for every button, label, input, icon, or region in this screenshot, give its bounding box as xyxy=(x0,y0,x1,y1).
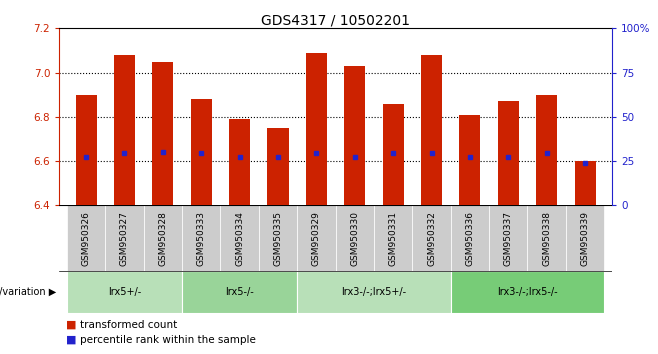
Bar xyxy=(259,205,297,271)
Bar xyxy=(421,55,442,205)
Bar xyxy=(374,205,413,271)
Bar xyxy=(497,101,519,205)
Bar xyxy=(451,271,604,313)
Text: transformed count: transformed count xyxy=(80,320,178,330)
Text: GSM950333: GSM950333 xyxy=(197,211,206,266)
Text: lrx3-/-;lrx5+/-: lrx3-/-;lrx5+/- xyxy=(342,287,407,297)
Bar xyxy=(182,205,220,271)
Bar xyxy=(229,119,250,205)
Text: GSM950338: GSM950338 xyxy=(542,211,551,266)
Bar xyxy=(336,205,374,271)
Bar xyxy=(536,95,557,205)
Bar xyxy=(67,205,105,271)
Text: GSM950337: GSM950337 xyxy=(504,211,513,266)
Text: genotype/variation ▶: genotype/variation ▶ xyxy=(0,287,56,297)
Bar xyxy=(413,205,451,271)
Text: GSM950330: GSM950330 xyxy=(350,211,359,266)
Bar xyxy=(459,115,480,205)
Text: lrx5+/-: lrx5+/- xyxy=(108,287,141,297)
Text: percentile rank within the sample: percentile rank within the sample xyxy=(80,335,256,345)
Bar xyxy=(67,271,182,313)
Bar xyxy=(566,205,604,271)
Text: lrx3-/-;lrx5-/-: lrx3-/-;lrx5-/- xyxy=(497,287,558,297)
Bar xyxy=(306,53,327,205)
Bar xyxy=(297,205,336,271)
Text: lrx5-/-: lrx5-/- xyxy=(225,287,254,297)
Bar xyxy=(451,205,489,271)
Bar xyxy=(152,62,174,205)
Text: GSM950339: GSM950339 xyxy=(580,211,590,266)
Text: GSM950327: GSM950327 xyxy=(120,211,129,266)
Bar xyxy=(382,103,404,205)
Bar xyxy=(182,271,297,313)
Bar xyxy=(267,128,289,205)
Bar xyxy=(191,99,212,205)
Bar xyxy=(297,271,451,313)
Bar xyxy=(220,205,259,271)
Bar xyxy=(574,161,595,205)
Text: GSM950328: GSM950328 xyxy=(159,211,167,266)
Bar xyxy=(528,205,566,271)
Text: GSM950329: GSM950329 xyxy=(312,211,321,266)
Bar xyxy=(76,95,97,205)
Text: GSM950331: GSM950331 xyxy=(389,211,397,266)
Bar xyxy=(344,66,365,205)
Text: GSM950332: GSM950332 xyxy=(427,211,436,266)
Text: ■: ■ xyxy=(66,335,76,345)
Bar xyxy=(489,205,528,271)
Bar xyxy=(114,55,135,205)
Bar xyxy=(143,205,182,271)
Title: GDS4317 / 10502201: GDS4317 / 10502201 xyxy=(261,13,410,27)
Text: GSM950336: GSM950336 xyxy=(465,211,474,266)
Text: GSM950335: GSM950335 xyxy=(274,211,282,266)
Text: ■: ■ xyxy=(66,320,76,330)
Text: GSM950326: GSM950326 xyxy=(82,211,91,266)
Bar xyxy=(105,205,143,271)
Text: GSM950334: GSM950334 xyxy=(235,211,244,266)
